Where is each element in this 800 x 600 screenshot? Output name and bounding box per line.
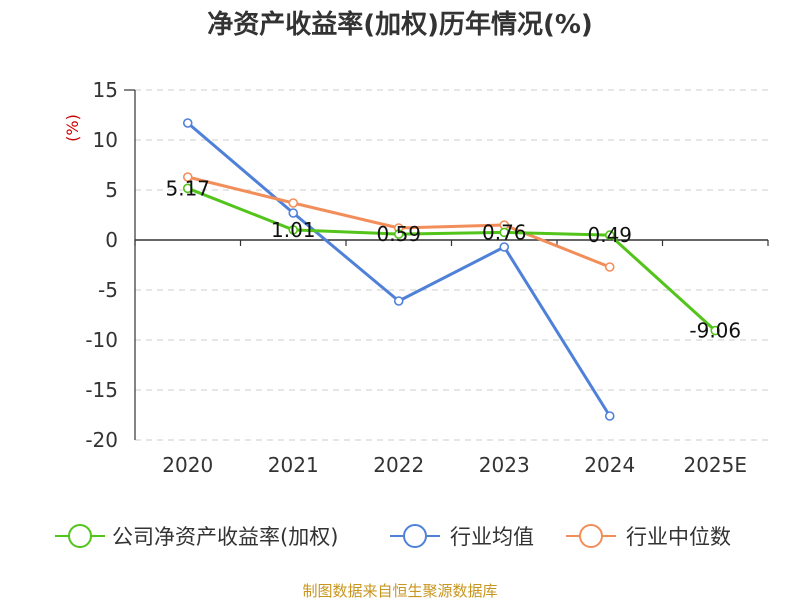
legend[interactable]: 公司净资产收益率(加权) 行业均值 行业中位数 xyxy=(55,524,731,549)
data-point xyxy=(710,325,721,336)
data-point xyxy=(288,198,299,208)
y-tick-labels: 15 10 5 0 -5 -10 -15 -20 xyxy=(85,78,118,452)
data-labels: 5.17 1.01 0.59 0.76 0.49 -9.06 xyxy=(165,176,741,342)
series-line xyxy=(186,121,612,417)
data-point xyxy=(182,172,193,182)
data-point xyxy=(604,262,615,272)
series-line xyxy=(187,186,717,332)
x-tick-label: 2022 xyxy=(373,453,424,477)
data-point xyxy=(604,411,615,421)
x-tick-label: 2024 xyxy=(584,453,635,477)
x-tick-label: 2021 xyxy=(268,453,319,477)
x-tick-labels: 2020 2021 2022 2023 2024 2025E xyxy=(162,453,747,477)
data-point xyxy=(393,229,404,239)
legend-marker xyxy=(403,524,427,548)
legend-label: 公司净资产收益率(加权) xyxy=(112,525,338,549)
y-axis-label: (%) xyxy=(63,114,82,142)
y-tick-label: -5 xyxy=(98,278,118,302)
series-lines xyxy=(182,118,721,421)
x-tick-label: 2025E xyxy=(683,453,747,477)
y-tick-label: -15 xyxy=(85,378,118,402)
y-tick-label: -20 xyxy=(85,428,118,452)
legend-label: 行业中位数 xyxy=(626,525,731,549)
data-label: 0.59 xyxy=(376,222,421,246)
y-tick-label: -10 xyxy=(85,328,118,352)
x-tick-label: 2023 xyxy=(479,453,530,477)
legend-marker xyxy=(579,524,603,548)
source-note: 制图数据来自恒生聚源数据库 xyxy=(302,582,497,600)
y-tick-label: 15 xyxy=(93,78,118,102)
data-point xyxy=(288,208,299,218)
legend-label: 行业均值 xyxy=(450,525,534,549)
legend-marker xyxy=(68,524,92,548)
data-label: 1.01 xyxy=(271,218,316,242)
data-label: 5.17 xyxy=(165,176,210,200)
data-point xyxy=(393,296,404,306)
y-tick-label: 0 xyxy=(105,228,118,252)
axes xyxy=(124,89,769,440)
data-point xyxy=(499,227,510,238)
data-point xyxy=(182,118,193,128)
data-point xyxy=(499,242,510,252)
gridlines xyxy=(135,89,768,441)
data-point xyxy=(182,183,193,194)
chart-title: 净资产收益率(加权)历年情况(%) xyxy=(207,9,593,40)
data-point xyxy=(288,225,299,235)
x-tick-label: 2020 xyxy=(162,453,213,477)
data-label: 0.76 xyxy=(482,220,527,244)
y-tick-label: 10 xyxy=(93,128,118,152)
y-tick-label: 5 xyxy=(105,178,118,202)
data-label: 0.49 xyxy=(587,223,632,247)
data-label: -9.06 xyxy=(689,319,741,343)
data-point xyxy=(604,230,615,240)
